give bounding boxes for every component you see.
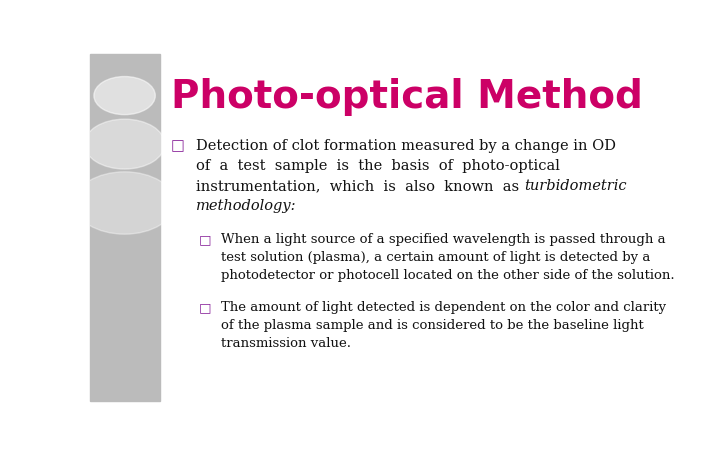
- Circle shape: [84, 119, 165, 169]
- Text: turbidometric: turbidometric: [523, 179, 626, 193]
- Text: of  a  test  sample  is  the  basis  of  photo-optical: of a test sample is the basis of photo-o…: [196, 159, 560, 173]
- Text: Detection of clot formation measured by a change in OD: Detection of clot formation measured by …: [196, 139, 616, 153]
- Bar: [90, 54, 160, 400]
- Text: Photo-optical Method: Photo-optical Method: [171, 78, 643, 116]
- Text: □: □: [199, 233, 211, 246]
- Text: transmission value.: transmission value.: [221, 337, 351, 350]
- Circle shape: [74, 172, 175, 234]
- Text: When a light source of a specified wavelength is passed through a: When a light source of a specified wavel…: [221, 233, 666, 246]
- Text: photodetector or photocell located on the other side of the solution.: photodetector or photocell located on th…: [221, 269, 675, 282]
- Text: The amount of light detected is dependent on the color and clarity: The amount of light detected is dependen…: [221, 301, 666, 314]
- Text: test solution (plasma), a certain amount of light is detected by a: test solution (plasma), a certain amount…: [221, 251, 650, 264]
- Text: instrumentation,  which  is  also  known  as: instrumentation, which is also known as: [196, 179, 523, 193]
- Text: □: □: [171, 139, 185, 153]
- Text: □: □: [199, 301, 211, 314]
- Circle shape: [94, 76, 156, 115]
- Text: methodology:: methodology:: [196, 199, 297, 213]
- Text: of the plasma sample and is considered to be the baseline light: of the plasma sample and is considered t…: [221, 319, 644, 332]
